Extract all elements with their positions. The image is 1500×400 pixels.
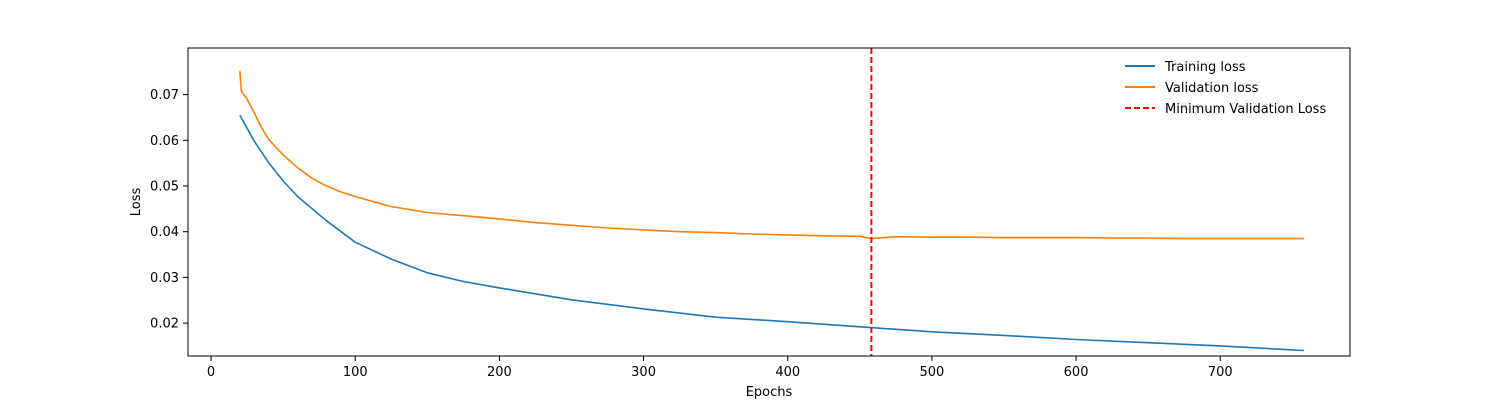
legend: Training loss Validation loss Minimum Va… bbox=[1125, 60, 1326, 117]
x-tick-label: 500 bbox=[919, 365, 944, 380]
x-axis-ticks: 0 100 200 300 400 500 600 700 bbox=[207, 356, 1233, 380]
x-tick-label: 300 bbox=[631, 365, 656, 380]
x-tick-label: 600 bbox=[1064, 365, 1089, 380]
x-tick-label: 400 bbox=[775, 365, 800, 380]
x-tick-label: 200 bbox=[487, 365, 512, 380]
y-axis-label: Loss bbox=[129, 188, 144, 217]
series-line-training-loss bbox=[239, 114, 1304, 352]
x-tick-label: 100 bbox=[343, 365, 368, 380]
series-line-validation-loss bbox=[239, 70, 1304, 240]
y-tick-label: 0.04 bbox=[150, 225, 179, 240]
plot-area bbox=[239, 48, 1304, 356]
x-tick-label: 0 bbox=[207, 365, 215, 380]
y-axis-ticks: 0.02 0.03 0.04 0.05 0.06 0.07 bbox=[150, 88, 188, 332]
x-axis-label: Epochs bbox=[746, 385, 793, 400]
x-tick-label: 700 bbox=[1208, 365, 1233, 380]
y-tick-label: 0.05 bbox=[150, 180, 179, 195]
legend-label-training-loss: Training loss bbox=[1164, 60, 1246, 75]
y-tick-label: 0.03 bbox=[150, 271, 179, 286]
axes-frame bbox=[187, 47, 1351, 357]
legend-label-minimum-validation-loss: Minimum Validation Loss bbox=[1165, 102, 1326, 117]
y-tick-label: 0.02 bbox=[150, 317, 179, 332]
legend-label-validation-loss: Validation loss bbox=[1165, 81, 1259, 96]
y-tick-label: 0.06 bbox=[150, 134, 179, 149]
y-tick-label: 0.07 bbox=[150, 88, 179, 103]
